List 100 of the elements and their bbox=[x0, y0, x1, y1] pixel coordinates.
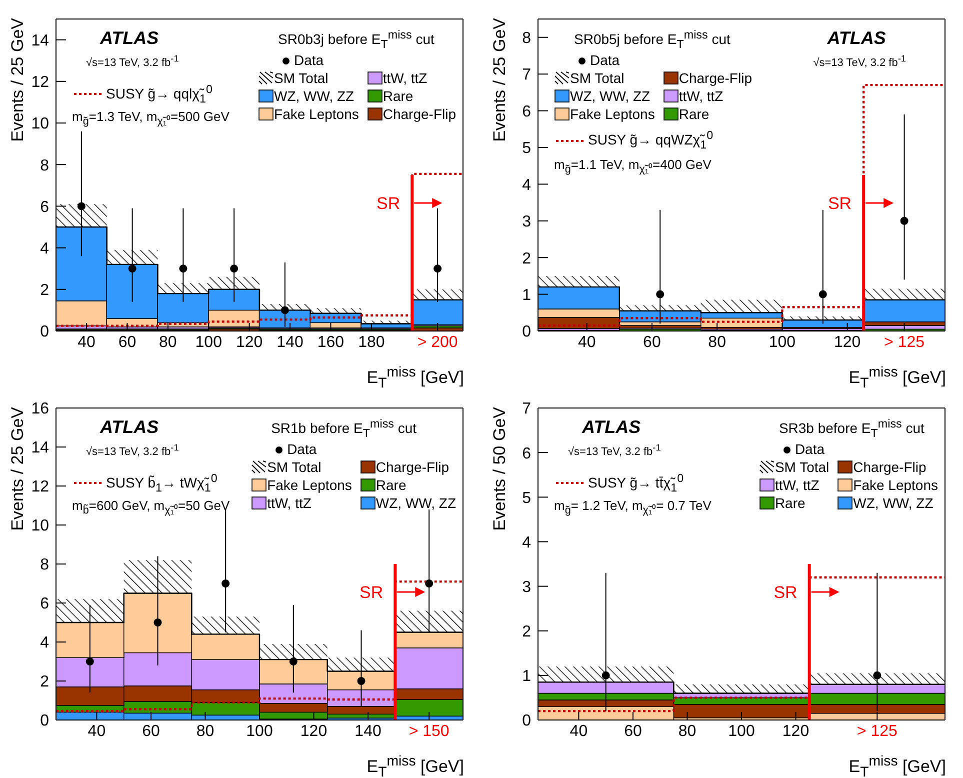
y-tick-label: 4 bbox=[40, 240, 50, 258]
y-tick-label: 2 bbox=[522, 250, 532, 268]
x-tick-label: 100 bbox=[246, 723, 273, 740]
y-tick-label: 3 bbox=[522, 578, 532, 596]
x-tick-label: 140 bbox=[276, 334, 304, 351]
ref-line-label: SR bbox=[360, 583, 384, 602]
legend-title: SR1b before E$_{T}$$^{miss}$ cut bbox=[271, 417, 417, 440]
x-axis-title: E$_{T}$$^{miss}$ [GeV] bbox=[848, 752, 946, 778]
x-tick-label: 180 bbox=[358, 334, 385, 351]
x-tick-label: 40 bbox=[88, 723, 106, 740]
annotation: √s=13 TeV, 3.2 fb$^{-1}$ bbox=[86, 442, 179, 458]
y-tick-label: 6 bbox=[522, 445, 532, 462]
legend-label: ttW, ttZ bbox=[267, 494, 312, 512]
x-tick-label: 60 bbox=[643, 334, 661, 351]
x-tick-label: 160 bbox=[317, 334, 344, 351]
legend-label: Fake Leptons bbox=[570, 106, 655, 123]
legend-label: Fake Leptons bbox=[274, 106, 359, 123]
annotation: √s=13 TeV, 3.2 fb$^{-1}$ bbox=[86, 53, 179, 69]
y-tick-label: 10 bbox=[31, 116, 50, 133]
y-tick-label: 4 bbox=[40, 634, 50, 652]
legend-label: Charge-Flip bbox=[853, 458, 926, 476]
x-tick-label: 120 bbox=[300, 723, 328, 740]
x-tick-label: 80 bbox=[159, 334, 177, 351]
y-axis-title: Events / 25 GeV bbox=[8, 18, 27, 142]
y-tick-label: 12 bbox=[31, 74, 50, 92]
legend-title: SR3b before E$_{T}$$^{miss}$ cut bbox=[778, 417, 924, 440]
ref-line-label: SR bbox=[828, 194, 852, 213]
y-tick-label: 14 bbox=[31, 32, 50, 50]
legend-title: SR0b5j before E$_{T}$$^{miss}$ cut bbox=[574, 28, 730, 50]
y-tick-label: 0 bbox=[522, 324, 532, 341]
y-tick-label: 4 bbox=[522, 534, 532, 552]
y-tick-label: 2 bbox=[522, 624, 532, 641]
legend-label: Charge-Flip bbox=[376, 458, 450, 476]
y-tick-label: 0 bbox=[522, 712, 532, 730]
x-tick-label: 60 bbox=[624, 723, 642, 740]
legend-label: SM Total bbox=[274, 70, 328, 87]
y-tick-label: 6 bbox=[40, 596, 50, 613]
y-tick-label: 3 bbox=[522, 214, 532, 231]
x-axis-title: E$_{T}$$^{miss}$ [GeV] bbox=[366, 752, 464, 778]
x-tick-label: 40 bbox=[78, 334, 96, 351]
x-tick-label: 100 bbox=[768, 334, 796, 351]
x-tick-label: > 125 bbox=[856, 723, 898, 740]
y-tick-label: 4 bbox=[522, 176, 532, 194]
x-tick-label: 120 bbox=[834, 334, 861, 351]
y-tick-label: 12 bbox=[31, 478, 50, 496]
y-tick-label: 0 bbox=[40, 324, 50, 341]
x-tick-label: 60 bbox=[118, 334, 136, 351]
x-tick-label: > 125 bbox=[884, 334, 925, 351]
y-tick-label: 1 bbox=[522, 286, 532, 304]
legend-label: Charge-Flip bbox=[382, 106, 456, 123]
x-tick-label: 100 bbox=[195, 334, 222, 351]
y-tick-label: 5 bbox=[522, 490, 532, 507]
x-tick-label: 100 bbox=[728, 723, 755, 740]
legend-label: Rare bbox=[774, 494, 806, 512]
legend-label: Data bbox=[294, 52, 324, 70]
x-tick-label: 120 bbox=[782, 723, 810, 740]
legend-label: Data bbox=[287, 441, 317, 458]
legend-label: WZ, WW, ZZ bbox=[570, 88, 650, 105]
annotation: m$_{b̃}$=600 GeV, m$_{χ̃₁⁰}$=50 GeV bbox=[72, 498, 230, 517]
y-axis-title: Events / 50 GeV bbox=[490, 407, 509, 531]
annotation: ATLAS bbox=[100, 28, 159, 48]
y-tick-label: 6 bbox=[40, 198, 50, 216]
x-tick-label: 80 bbox=[678, 723, 696, 740]
legend-label: Data bbox=[794, 441, 825, 458]
legend-label: ttW, ttZ bbox=[678, 88, 724, 105]
legend-label: SM Total bbox=[267, 458, 322, 476]
y-axis-title: Events / 25 GeV bbox=[8, 407, 27, 531]
legend-label: SM Total bbox=[774, 458, 830, 476]
legend-label: Fake Leptons bbox=[853, 476, 938, 494]
y-tick-label: 8 bbox=[40, 157, 50, 174]
x-tick-label: 140 bbox=[354, 723, 382, 740]
y-tick-label: 8 bbox=[522, 30, 532, 48]
legend-label: Rare bbox=[376, 476, 406, 494]
annotation: m$_{g̃}$=1.3 TeV, m$_{χ̃₁⁰}$=500 GeV bbox=[72, 109, 230, 128]
legend-label: ttW, ttZ bbox=[382, 70, 428, 87]
y-tick-label: 16 bbox=[31, 400, 50, 418]
y-tick-label: 8 bbox=[40, 556, 50, 574]
legend-label: WZ, WW, ZZ bbox=[376, 494, 456, 512]
legend-label: Rare bbox=[382, 88, 414, 105]
legend-label: Fake Leptons bbox=[267, 476, 352, 494]
y-tick-label: 6 bbox=[522, 103, 532, 120]
y-axis-title: Events / 25 GeV bbox=[490, 18, 509, 142]
annotation: m$_{g̃}$=1.1 TeV, m$_{χ̃₁⁰}$=400 GeV bbox=[554, 156, 712, 176]
annotation: √s=13 TeV, 3.2 fb$^{-1}$ bbox=[813, 53, 906, 69]
y-tick-label: 7 bbox=[522, 400, 532, 418]
x-tick-label: 80 bbox=[196, 723, 214, 740]
y-tick-label: 7 bbox=[522, 66, 532, 84]
legend-label: SM Total bbox=[570, 70, 624, 87]
y-tick-label: 5 bbox=[522, 140, 532, 158]
y-tick-label: 1 bbox=[522, 668, 532, 686]
legend-label: Charge-Flip bbox=[678, 70, 752, 87]
annotation: m$_{g̃}$= 1.2 TeV, m$_{χ̃₁⁰}$= 0.7 TeV bbox=[554, 498, 712, 517]
y-tick-label: 2 bbox=[40, 282, 50, 300]
x-tick-label: > 200 bbox=[417, 334, 458, 351]
legend-label: Rare bbox=[678, 106, 710, 123]
y-tick-label: 10 bbox=[31, 518, 50, 535]
y-tick-label: 0 bbox=[40, 712, 50, 730]
x-tick-label: 120 bbox=[236, 334, 263, 351]
x-tick-label: 40 bbox=[578, 334, 596, 351]
legend-label: WZ, WW, ZZ bbox=[274, 88, 354, 105]
